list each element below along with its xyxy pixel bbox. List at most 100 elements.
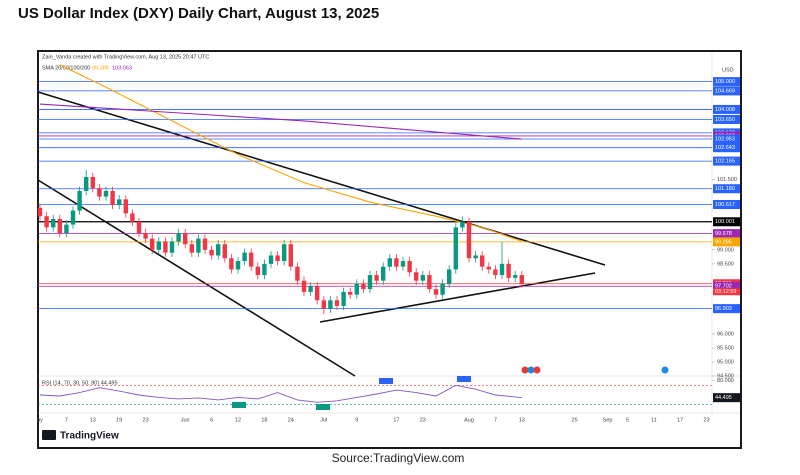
x-tick-label: Aug xyxy=(464,417,474,423)
level-label: 97.702 xyxy=(715,284,732,290)
x-tick-label: Sep xyxy=(603,417,613,423)
rsi-tick-label: 80.000 xyxy=(717,378,734,384)
candle-body xyxy=(156,241,161,250)
candle-body xyxy=(453,227,458,270)
x-tick-label: 5 xyxy=(626,417,629,423)
candle-body xyxy=(400,261,406,267)
candle-body xyxy=(51,219,56,228)
candle-body xyxy=(169,241,175,253)
level-label: 102.643 xyxy=(715,145,735,151)
event-flag xyxy=(521,366,529,374)
x-tick-label: 23 xyxy=(143,417,149,423)
level-label-box xyxy=(713,77,740,87)
level-label-box xyxy=(713,143,740,153)
x-tick-label: 19 xyxy=(116,417,122,423)
x-tick-label: 23 xyxy=(420,417,426,423)
candle-body xyxy=(414,272,419,281)
level-label: 102.953 xyxy=(715,136,735,142)
candle-body xyxy=(447,269,452,284)
level-label-box xyxy=(713,134,740,144)
candle-body xyxy=(473,255,478,259)
candle-body xyxy=(460,221,465,228)
event-flag xyxy=(533,366,541,374)
level-label: 102.165 xyxy=(715,159,735,165)
trend-line xyxy=(37,91,606,266)
candle-body xyxy=(506,263,511,278)
candle-body xyxy=(354,283,359,295)
candle-body xyxy=(480,255,485,267)
candle-body xyxy=(103,190,109,197)
candle-body xyxy=(334,300,340,306)
candle-body xyxy=(466,221,472,259)
y-tick-label: 99.000 xyxy=(717,247,734,253)
level-label: 100.001 xyxy=(715,219,735,225)
x-tick-label: 24 xyxy=(288,417,294,423)
x-tick-label: 7 xyxy=(65,417,68,423)
candle-body xyxy=(328,300,333,309)
candle-body xyxy=(433,289,439,295)
candle-body xyxy=(117,199,122,205)
candle-body xyxy=(268,255,274,264)
candle-body xyxy=(44,216,49,228)
x-tick-label: 11 xyxy=(651,417,657,423)
candle-body xyxy=(222,244,227,259)
candle-body xyxy=(394,258,399,267)
candle-body xyxy=(427,275,432,290)
level-label-box xyxy=(713,229,740,239)
y-tick-label: 95.000 xyxy=(717,359,734,365)
trend-line xyxy=(319,272,596,323)
x-tick-label: 6 xyxy=(210,417,213,423)
x-tick-label: 12 xyxy=(235,417,241,423)
candle-body xyxy=(123,199,128,214)
signal-badge xyxy=(379,378,393,384)
x-tick-label: 18 xyxy=(261,417,267,423)
level-label: 100.617 xyxy=(715,202,735,208)
candle-body xyxy=(136,221,142,234)
y-tick-label: 95.500 xyxy=(717,345,734,351)
candle-body xyxy=(189,244,194,253)
rsi-value-label: 44.495 xyxy=(715,395,732,401)
y-tick-label: 94.500 xyxy=(717,373,734,379)
candle-body xyxy=(196,238,201,253)
candle-body xyxy=(301,280,307,292)
level-label-box xyxy=(713,237,740,247)
candle-body xyxy=(176,233,181,242)
source: Source:TradingView.com xyxy=(332,451,465,465)
candle-body xyxy=(282,244,287,262)
candle-body xyxy=(499,263,505,276)
x-tick-label: 7 xyxy=(494,417,497,423)
x-tick-label: 13 xyxy=(90,417,96,423)
candle-body xyxy=(110,190,115,205)
signal-badge xyxy=(316,404,330,410)
candle-body xyxy=(84,176,89,191)
candle-body xyxy=(361,283,366,290)
candle-body xyxy=(163,241,168,253)
candle-body xyxy=(374,275,379,281)
candle-body xyxy=(486,266,491,270)
candle-body xyxy=(37,207,43,217)
level-label: 96.903 xyxy=(715,306,732,312)
signal-badge xyxy=(457,376,471,382)
candle-body xyxy=(519,275,524,284)
level-label-box xyxy=(713,114,740,124)
candle-body xyxy=(440,283,445,295)
logo: TradingView xyxy=(60,431,119,442)
level-label: 105.000 xyxy=(715,79,735,85)
y-tick-label: 101.500 xyxy=(717,177,737,183)
level-label-box xyxy=(713,200,740,210)
candle-body xyxy=(381,266,386,281)
candle-body xyxy=(513,275,518,278)
level-label-box xyxy=(713,104,740,114)
candle-body xyxy=(150,238,155,250)
candle-body xyxy=(249,252,254,267)
x-tick-label: 17 xyxy=(677,417,683,423)
level-label-box xyxy=(713,156,740,166)
trend-line xyxy=(37,179,356,377)
candle-body xyxy=(183,233,188,245)
candle-body xyxy=(262,263,267,276)
candle-body xyxy=(57,219,62,234)
level-label: 104.669 xyxy=(715,88,735,94)
x-tick-label: Jun xyxy=(181,417,190,423)
level-label-box xyxy=(713,217,740,227)
chart-title: US Dollar Index (DXY) Daily Chart, Augus… xyxy=(18,5,379,22)
